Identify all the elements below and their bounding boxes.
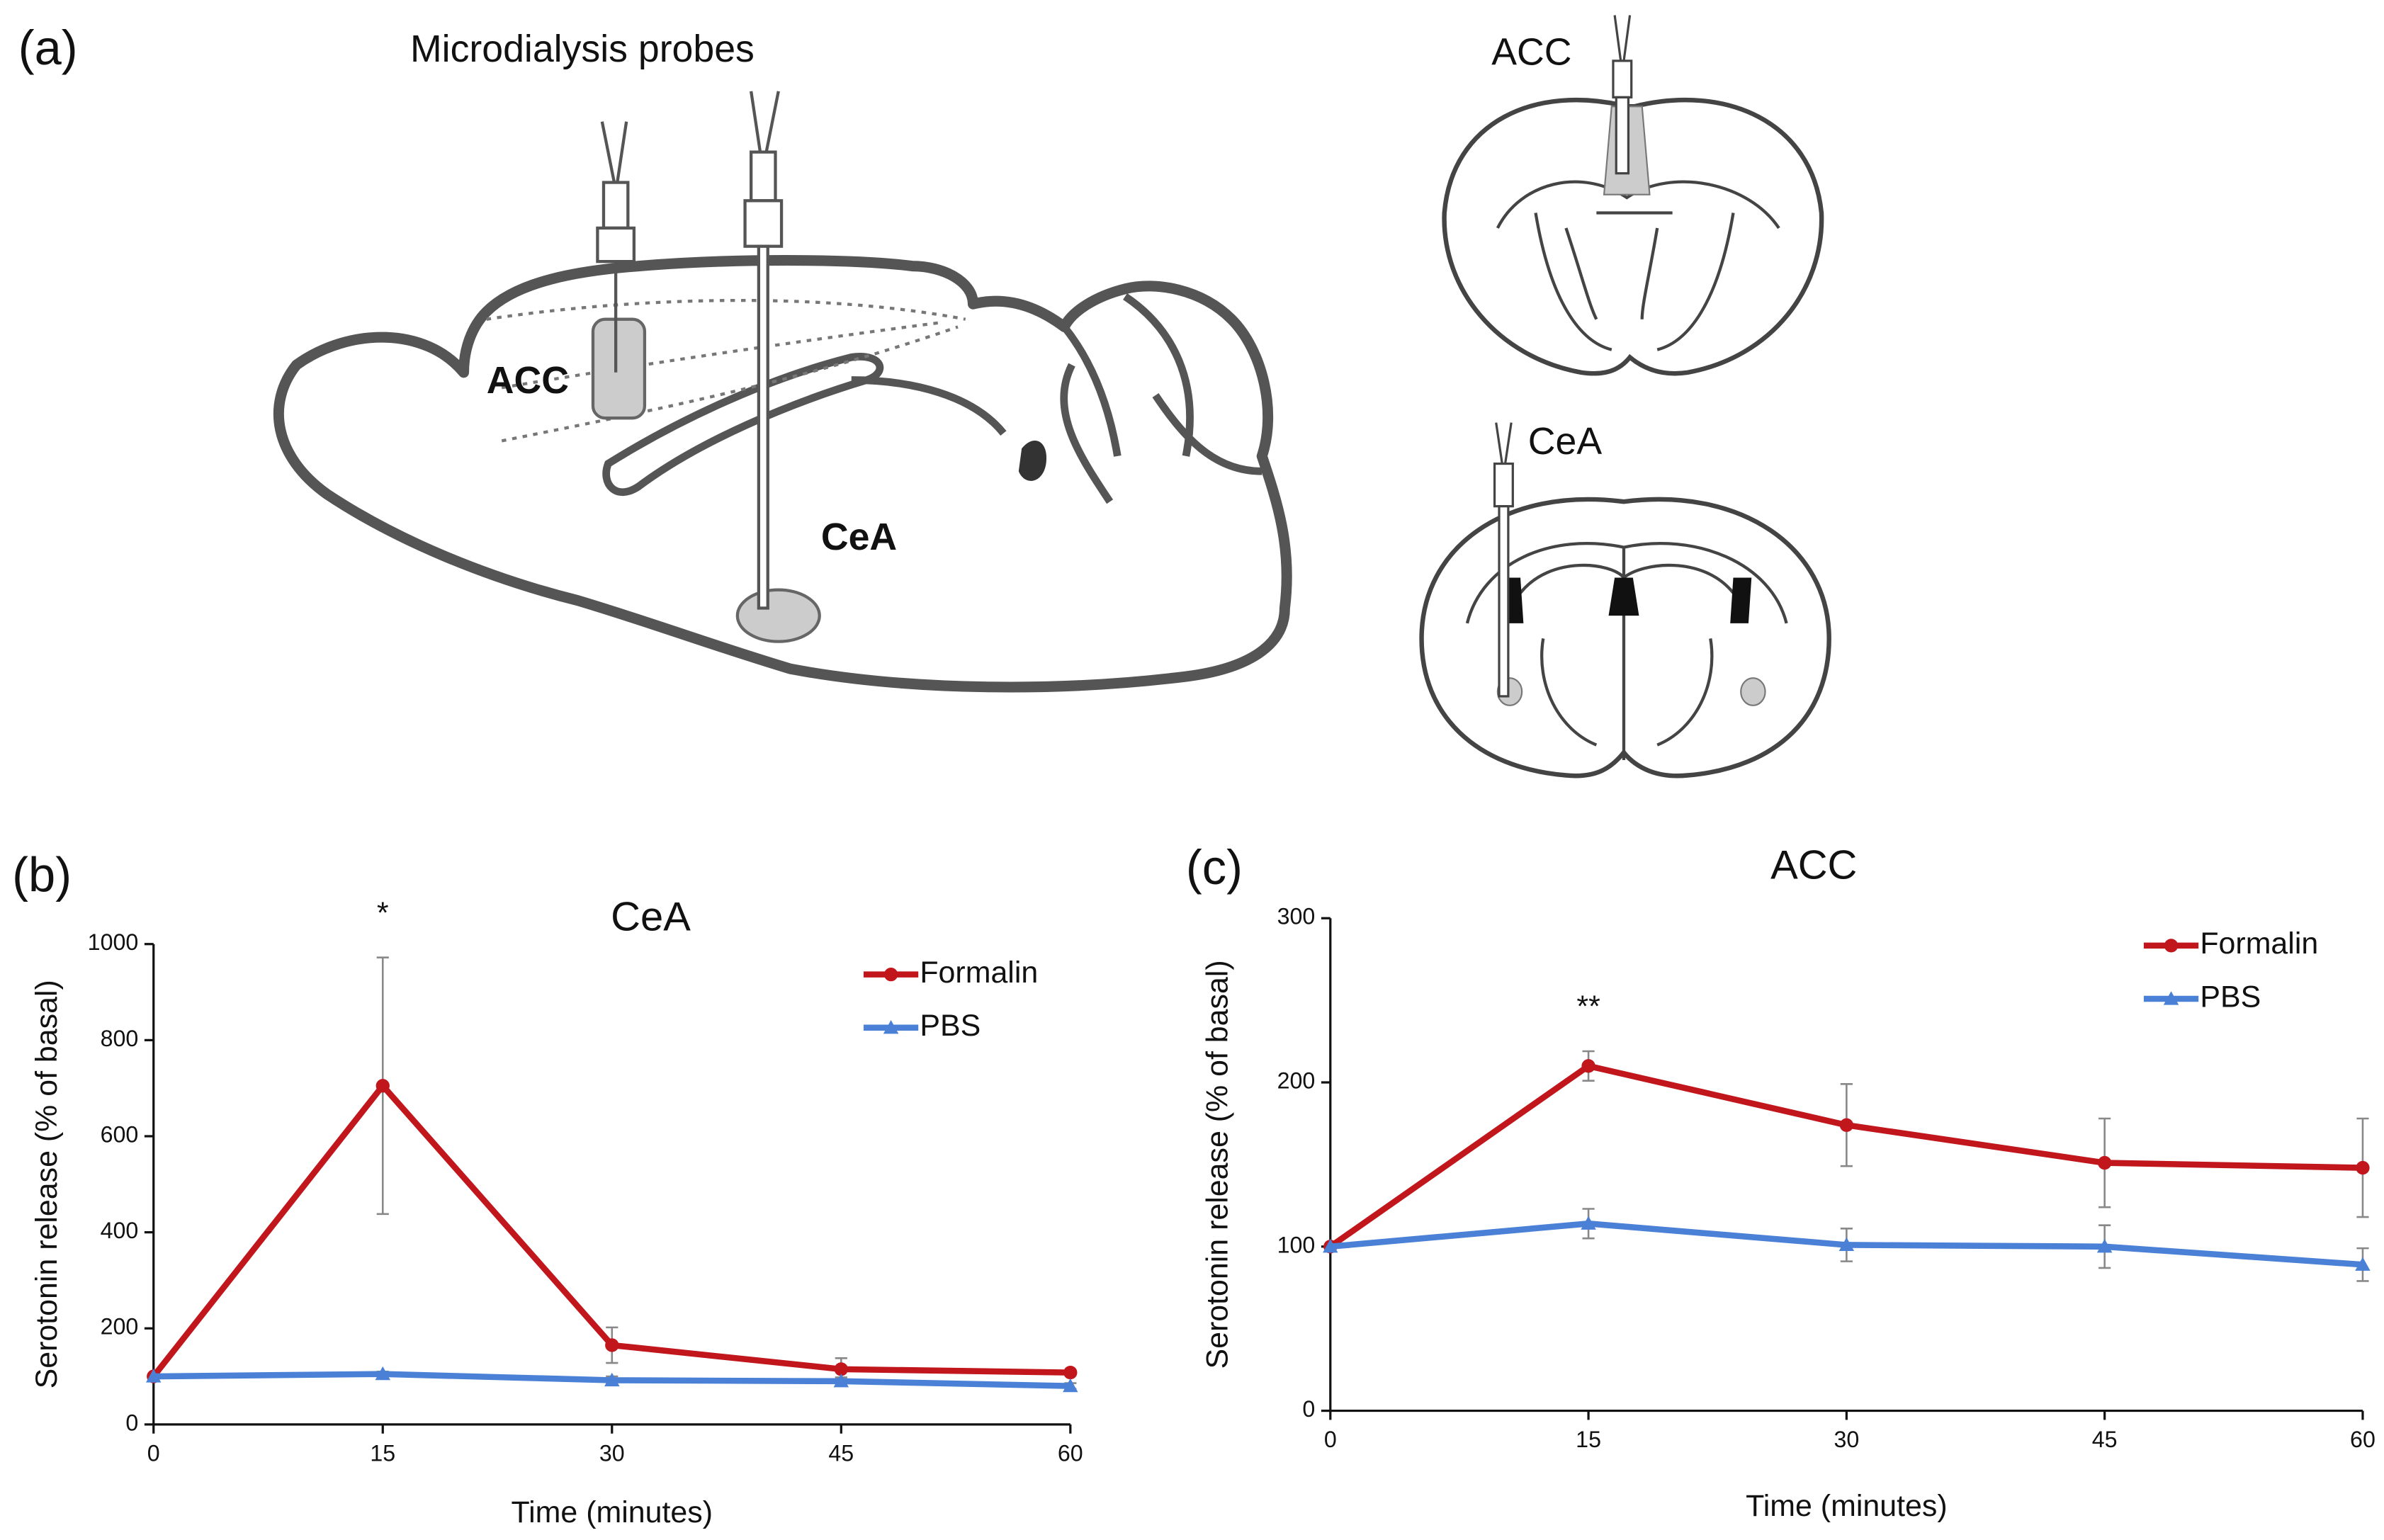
y-tick-label: 600 <box>101 1121 139 1147</box>
chart-title: ACC <box>1770 843 1857 888</box>
coronal-inner <box>1496 180 1780 351</box>
region-label: ACC <box>487 359 569 402</box>
y-tick-label: 200 <box>1277 1068 1316 1094</box>
diagram: (a) Microdialysis probes ACC CeA ACC <box>18 15 1831 779</box>
probes-label: Microdialysis probes <box>410 28 755 70</box>
x-tick-label: 0 <box>147 1440 160 1466</box>
marker <box>1838 1237 1855 1252</box>
annotation: ** <box>1576 990 1600 1024</box>
marker <box>375 1079 390 1093</box>
legend-label: Formalin <box>920 956 1038 990</box>
legend-marker <box>2164 939 2179 953</box>
legend-marker <box>883 1020 899 1034</box>
y-tick-label: 400 <box>101 1218 139 1243</box>
legend-label: PBS <box>2200 980 2261 1014</box>
marker <box>834 1362 848 1376</box>
coronal-inner <box>1465 541 1788 761</box>
marker <box>2355 1257 2371 1271</box>
marker <box>1581 1059 1595 1073</box>
marker <box>1323 1239 1338 1253</box>
probe <box>596 121 636 373</box>
legend-marker <box>2163 991 2179 1005</box>
coronal-brain <box>1442 97 1824 376</box>
marker <box>1839 1118 1854 1132</box>
ventricle <box>1018 440 1047 481</box>
y-tick-label: 0 <box>1302 1396 1315 1422</box>
marker <box>2096 1239 2113 1253</box>
x-tick-label: 60 <box>2350 1427 2375 1452</box>
y-tick-label: 0 <box>125 1410 138 1435</box>
x-tick-label: 60 <box>1058 1440 1083 1466</box>
y-tick-label: 200 <box>101 1314 139 1340</box>
ventricle <box>1730 577 1752 623</box>
cortex-dotted <box>486 298 966 443</box>
region-label: ACC <box>1491 30 1571 73</box>
x-tick-label: 0 <box>1324 1427 1337 1452</box>
sagittal-brain <box>273 255 1292 693</box>
marker <box>146 1369 162 1383</box>
legend-label: Formalin <box>2200 927 2318 961</box>
chart: (c) ACC Time (minutes) Serotonin release (%… <box>1186 840 2375 1523</box>
cea-region <box>1740 677 1766 706</box>
y-tick-label: 100 <box>1277 1232 1316 1257</box>
y-axis-label: Serotonin release (% of basal) <box>30 980 64 1388</box>
y-axis-label: Serotonin release (% of basal) <box>1200 960 1234 1369</box>
legend-marker <box>883 967 898 982</box>
cea-region <box>735 588 821 643</box>
probe <box>743 91 784 610</box>
panel-label: (a) <box>18 21 78 75</box>
probe <box>1493 422 1514 698</box>
probe <box>1612 15 1633 175</box>
marker <box>605 1338 619 1352</box>
x-tick-label: 15 <box>1576 1427 1601 1452</box>
marker <box>2356 1160 2370 1175</box>
y-tick-label: 800 <box>101 1026 139 1051</box>
acc-region <box>591 317 647 420</box>
marker <box>1063 1365 1078 1380</box>
annotation: * <box>377 896 389 930</box>
panel-label: (c) <box>1186 840 1243 895</box>
marker <box>604 1372 620 1387</box>
legend-label: PBS <box>920 1009 981 1043</box>
x-tick-label: 30 <box>599 1440 625 1466</box>
ventricle <box>1608 577 1639 616</box>
region-label: CeA <box>821 516 897 558</box>
region-label: CeA <box>1528 420 1603 463</box>
sagittal-inner <box>602 353 884 497</box>
panel-label: (b) <box>12 848 72 902</box>
marker <box>375 1366 390 1381</box>
marker <box>1581 1216 1596 1230</box>
x-axis-label: Time (minutes) <box>512 1495 713 1529</box>
sagittal-inner <box>851 293 1262 504</box>
x-tick-label: 45 <box>828 1440 854 1466</box>
x-tick-label: 15 <box>370 1440 395 1466</box>
x-tick-label: 30 <box>1834 1427 1859 1452</box>
marker <box>1063 1378 1078 1393</box>
y-tick-label: 300 <box>1277 904 1316 929</box>
marker <box>833 1374 849 1388</box>
x-axis-label: Time (minutes) <box>1746 1489 1947 1523</box>
chart: (b) CeA Time (minutes) Serotonin release (%… <box>12 848 1083 1529</box>
chart-title: CeA <box>611 895 691 940</box>
x-tick-label: 45 <box>2092 1427 2118 1452</box>
y-tick-label: 1000 <box>88 929 139 955</box>
marker <box>2098 1155 2112 1170</box>
